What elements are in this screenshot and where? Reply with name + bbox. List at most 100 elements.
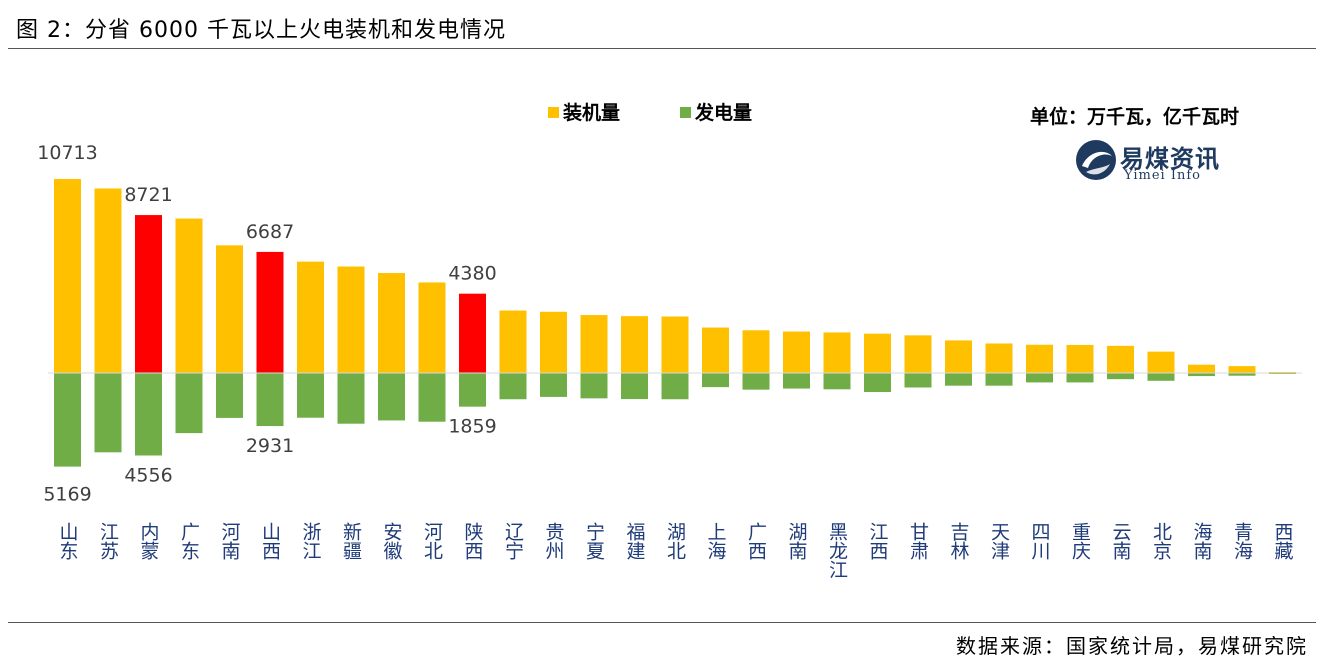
capacity-bar-14: [621, 316, 648, 373]
category-label-15: 湖北: [664, 522, 686, 560]
category-label-27: 北京: [1150, 522, 1172, 561]
generation-bar-21: [904, 373, 932, 388]
generation-bar-11: [499, 373, 527, 400]
capacity-bar-7: [337, 266, 365, 373]
capacity-bar-5: [256, 251, 284, 373]
footer-divider: [8, 622, 1316, 623]
capacity-bar-21: [904, 335, 932, 373]
logo-swirl-icon: [1076, 140, 1116, 180]
category-label-5: 山西: [259, 522, 281, 560]
generation-bar-4: [216, 373, 243, 418]
capacity-bar-12: [540, 311, 567, 373]
title-divider: [8, 48, 1316, 49]
category-labels: 山东 江苏 内蒙 广东 河南 山西 浙江 新疆 安徽 河北 陕西 辽宁 贵州 宁夏 福建 湖北 上海 广西 湖南 黑龙…: [57, 522, 1294, 579]
category-label-4: 河南: [219, 522, 241, 560]
generation-bar-28: [1188, 373, 1215, 377]
capacity-bar-29: [1228, 366, 1256, 373]
legend-label-1: 发电量: [694, 101, 752, 124]
generation-bar-25: [1066, 373, 1094, 383]
data-label-0: 10713: [37, 142, 97, 164]
capacity-bar-19: [823, 332, 851, 373]
generation-bar-15: [661, 373, 689, 400]
generation-bar-17: [742, 373, 770, 390]
category-label-12: 贵州: [543, 522, 565, 560]
generation-bar-29: [1228, 373, 1256, 376]
capacity-bar-27: [1147, 351, 1175, 373]
capacity-bar-1: [94, 188, 122, 373]
capacity-bars: [54, 179, 1296, 373]
generation-bar-23: [985, 373, 1013, 386]
data-label-2: 6687: [246, 221, 294, 243]
generation-bar-16: [702, 373, 729, 388]
category-label-30: 西藏: [1272, 522, 1294, 561]
generation-bars: [54, 373, 1296, 467]
generation-bar-24: [1026, 373, 1053, 383]
generation-bar-7: [337, 373, 365, 424]
category-label-8: 安徽: [381, 522, 403, 560]
capacity-bar-10: [459, 293, 486, 373]
legend: 装机量 发电量: [548, 101, 752, 124]
figure-title: 图 2：分省 6000 千瓦以上火电装机和发电情况: [16, 18, 506, 43]
category-label-25: 重庆: [1069, 522, 1091, 560]
logo-text: 易煤资讯: [1120, 145, 1220, 173]
generation-bar-27: [1147, 373, 1175, 381]
yimei-logo: 易煤资讯 Yimei Info: [1074, 136, 1244, 188]
capacity-bar-22: [945, 340, 972, 373]
generation-bar-18: [783, 373, 810, 389]
generation-bar-20: [864, 373, 891, 393]
category-label-11: 辽宁: [502, 522, 524, 560]
data-label-7: 1859: [448, 416, 496, 438]
category-label-24: 四川: [1029, 522, 1051, 560]
data-label-3: 4380: [448, 263, 496, 285]
category-label-9: 河北: [421, 522, 443, 560]
category-label-16: 上海: [705, 522, 727, 560]
generation-bar-8: [378, 373, 405, 421]
capacity-bar-3: [175, 218, 203, 373]
unit-note: 单位：万千瓦，亿千瓦时: [1030, 106, 1240, 128]
capacity-bar-0: [54, 179, 81, 373]
capacity-bar-28: [1188, 364, 1215, 373]
category-label-1: 江苏: [97, 522, 119, 560]
logo-subtext: Yimei Info: [1124, 168, 1201, 183]
data-label-5: 4556: [124, 465, 172, 487]
capacity-bar-16: [702, 327, 729, 373]
generation-bar-2: [135, 373, 162, 456]
category-label-17: 广西: [745, 522, 767, 560]
capacity-bar-17: [742, 330, 770, 373]
generation-bar-19: [823, 373, 851, 390]
data-label-6: 2931: [246, 435, 294, 457]
generation-bar-14: [621, 373, 648, 400]
generation-bar-9: [418, 373, 446, 422]
data-label-1: 8721: [124, 184, 172, 206]
category-label-26: 云南: [1110, 522, 1132, 560]
category-label-22: 吉林: [948, 522, 970, 560]
chart: 装机量 发电量 10713 8721 6687 4380 5169 4556 2931 1859…: [37, 101, 1302, 579]
legend-swatch-1: [680, 107, 691, 118]
category-label-3: 广东: [178, 522, 200, 560]
category-label-10: 陕西: [462, 522, 484, 560]
capacity-bar-26: [1107, 345, 1134, 373]
capacity-bar-6: [297, 261, 324, 373]
generation-bar-1: [94, 373, 122, 453]
source-note: 数据来源：国家统计局，易煤研究院: [956, 634, 1308, 658]
category-label-20: 江西: [867, 522, 889, 560]
generation-bar-5: [256, 373, 284, 427]
category-label-28: 海南: [1191, 522, 1213, 560]
capacity-bar-15: [661, 316, 689, 373]
data-labels: 10713 8721 6687 4380 5169 4556 2931 1859: [37, 142, 496, 506]
category-label-23: 天津: [988, 522, 1010, 560]
capacity-bar-9: [418, 282, 446, 373]
category-label-0: 山东: [57, 522, 79, 560]
capacity-bar-25: [1066, 344, 1094, 373]
category-label-7: 新疆: [340, 522, 362, 560]
generation-bar-0: [54, 373, 81, 467]
capacity-bar-18: [783, 331, 810, 373]
generation-bar-10: [459, 373, 486, 407]
generation-bar-12: [540, 373, 567, 397]
category-label-18: 湖南: [786, 522, 808, 560]
generation-bar-6: [297, 373, 324, 418]
category-label-19: 黑龙江: [826, 522, 848, 579]
category-label-29: 青海: [1231, 522, 1253, 560]
generation-bar-26: [1107, 373, 1134, 380]
capacity-bar-23: [985, 343, 1013, 373]
